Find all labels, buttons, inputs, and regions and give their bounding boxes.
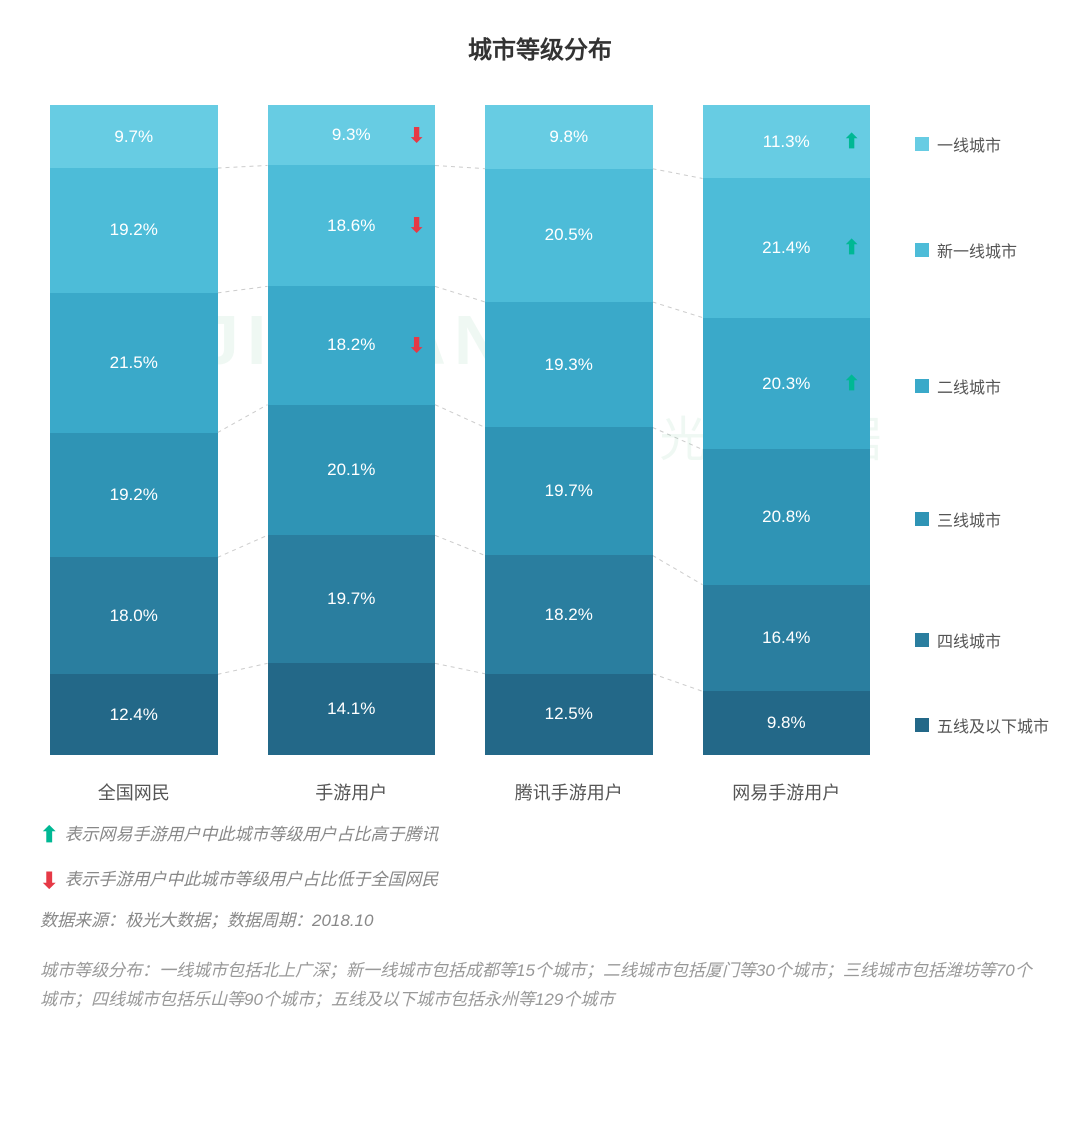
legend-swatch <box>915 718 929 732</box>
legend-label: 三线城市 <box>937 507 1001 531</box>
chart-area: 9.7%19.2%21.5%19.2%18.0%12.4%全国网民9.3%⬇18… <box>20 105 1060 805</box>
category-label: 全国网民 <box>50 779 218 805</box>
bar-column: 9.3%⬇18.6%⬇18.2%⬇20.1%19.7%14.1% <box>268 105 436 764</box>
category-label: 网易手游用户 <box>703 779 871 805</box>
category-label: 手游用户 <box>268 779 436 805</box>
bar-segment: 20.5% <box>485 169 653 302</box>
bar-segment: 21.5% <box>50 293 218 433</box>
arrow-up-icon: ⬆ <box>40 815 58 855</box>
legend: 一线城市新一线城市二线城市三线城市四线城市五线及以下城市 <box>900 105 1060 755</box>
legend-swatch <box>915 379 929 393</box>
legend-item: 四线城市 <box>915 628 1001 652</box>
bar-column: 9.7%19.2%21.5%19.2%18.0%12.4% <box>50 105 218 764</box>
legend-swatch <box>915 243 929 257</box>
arrow-down-icon: ⬇ <box>408 123 425 148</box>
bar-segment: 19.3% <box>485 302 653 427</box>
bar-segment: 14.1% <box>268 663 436 755</box>
bar-segment: 18.0% <box>50 557 218 674</box>
category-label: 腾讯手游用户 <box>485 779 653 805</box>
arrow-up-icon: ⬆ <box>843 129 860 154</box>
legend-label: 新一线城市 <box>937 238 1017 262</box>
bar-column: 11.3%⬆21.4%⬆20.3%⬆20.8%16.4%9.8% <box>703 105 871 764</box>
legend-swatch <box>915 633 929 647</box>
bar-segment: 20.1% <box>268 405 436 536</box>
legend-swatch <box>915 512 929 526</box>
legend-item: 一线城市 <box>915 132 1001 156</box>
note-up: ⬆ 表示网易手游用户中此城市等级用户占比高于腾讯 <box>40 815 1040 855</box>
bar-segment: 9.7% <box>50 105 218 168</box>
bar-segment: 18.2% <box>485 555 653 673</box>
bar-segment: 19.2% <box>50 168 218 293</box>
definition-text: 城市等级分布：一线城市包括北上广深；新一线城市包括成都等15个城市；二线城市包括… <box>40 957 1040 1015</box>
bar-segment: 12.4% <box>50 674 218 755</box>
note-up-text: 表示网易手游用户中此城市等级用户占比高于腾讯 <box>64 820 438 851</box>
bar-segment: 20.3%⬆ <box>703 318 871 450</box>
legend-item: 三线城市 <box>915 507 1001 531</box>
legend-label: 五线及以下城市 <box>937 713 1049 737</box>
legend-item: 五线及以下城市 <box>915 713 1049 737</box>
notes-section: ⬆ 表示网易手游用户中此城市等级用户占比高于腾讯 ⬇ 表示手游用户中此城市等级用… <box>20 815 1060 1015</box>
bar-segment: 9.3%⬇ <box>268 105 436 165</box>
legend-item: 二线城市 <box>915 374 1001 398</box>
bar-segment: 19.7% <box>485 427 653 555</box>
bar-segment: 20.8% <box>703 449 871 584</box>
bars-container: 9.7%19.2%21.5%19.2%18.0%12.4%全国网民9.3%⬇18… <box>20 105 900 805</box>
bar-segment: 11.3%⬆ <box>703 105 871 178</box>
bar-segment: 16.4% <box>703 585 871 692</box>
bar-segment: 9.8% <box>703 691 871 755</box>
bar-segment: 19.7% <box>268 535 436 663</box>
legend-swatch <box>915 137 929 151</box>
arrow-up-icon: ⬆ <box>843 371 860 396</box>
note-down: ⬇ 表示手游用户中此城市等级用户占比低于全国网民 <box>40 861 1040 901</box>
chart-title: 城市等级分布 <box>20 30 1060 65</box>
note-down-text: 表示手游用户中此城市等级用户占比低于全国网民 <box>64 865 438 896</box>
arrow-down-icon: ⬇ <box>408 213 425 238</box>
legend-label: 一线城市 <box>937 132 1001 156</box>
bar-segment: 18.6%⬇ <box>268 165 436 286</box>
arrow-up-icon: ⬆ <box>843 235 860 260</box>
bar-segment: 19.2% <box>50 433 218 558</box>
bar-column: 9.8%20.5%19.3%19.7%18.2%12.5% <box>485 105 653 764</box>
source-text: 数据来源：极光大数据；数据周期：2018.10 <box>40 906 1040 937</box>
bar-segment: 18.2%⬇ <box>268 286 436 404</box>
legend-label: 二线城市 <box>937 374 1001 398</box>
legend-item: 新一线城市 <box>915 238 1017 262</box>
bar-segment: 12.5% <box>485 674 653 755</box>
legend-label: 四线城市 <box>937 628 1001 652</box>
arrow-down-icon: ⬇ <box>40 861 58 901</box>
arrow-down-icon: ⬇ <box>408 333 425 358</box>
bar-segment: 9.8% <box>485 105 653 169</box>
bar-segment: 21.4%⬆ <box>703 178 871 317</box>
